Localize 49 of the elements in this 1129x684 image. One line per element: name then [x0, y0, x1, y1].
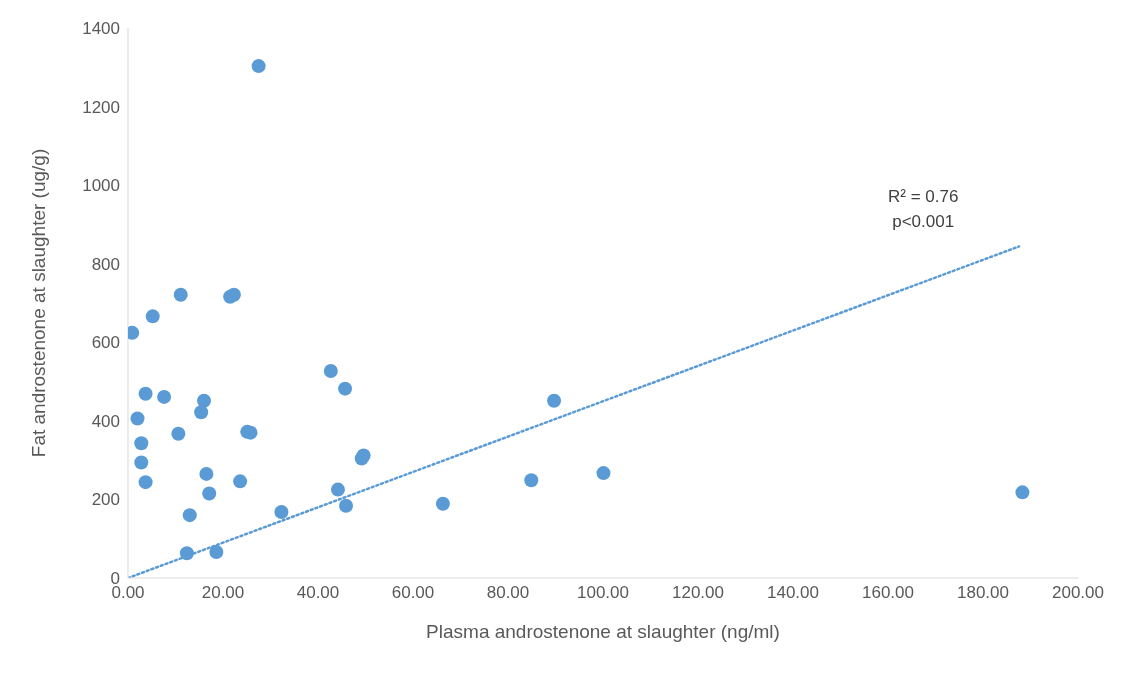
x-tick-label: 120.00: [672, 583, 724, 603]
point: [171, 426, 186, 441]
y-tick-label: 600: [91, 333, 120, 353]
annotation: R² = 0.76: [888, 186, 959, 208]
x-tick-label: 180.00: [957, 583, 1009, 603]
y-tick-label: 200: [91, 490, 120, 510]
x-tick-label: 160.00: [862, 583, 914, 603]
point: [1015, 485, 1030, 500]
point: [233, 474, 248, 489]
point: [339, 498, 354, 513]
point: [173, 287, 188, 302]
x-tick-label: 200.00: [1052, 583, 1104, 603]
point: [547, 393, 562, 408]
point: [179, 546, 194, 561]
point: [194, 405, 209, 420]
point: [323, 363, 338, 378]
point: [202, 486, 217, 501]
point: [134, 455, 149, 470]
point: [209, 545, 224, 560]
y-tick-label: 800: [91, 254, 120, 274]
point: [596, 466, 611, 481]
point: [157, 389, 172, 404]
point: [134, 436, 149, 451]
point: [274, 505, 289, 519]
point: [435, 496, 450, 511]
y-tick-label: 1200: [82, 97, 120, 117]
point: [524, 473, 539, 488]
point: [130, 411, 145, 426]
x-tick-label: 140.00: [767, 583, 819, 603]
point: [145, 309, 160, 324]
point: [338, 381, 353, 396]
y-tick-label: 1400: [82, 19, 120, 39]
y-tick-label: 1000: [82, 176, 120, 196]
x-tick-label: 60.00: [391, 583, 435, 603]
annotation: p<0.001: [891, 211, 956, 233]
x-tick-label: 20.00: [201, 583, 245, 603]
x-tick-label: 100.00: [577, 583, 629, 603]
point: [138, 386, 153, 401]
point: [182, 508, 197, 523]
y-axis-title: Fat androstenone at slaughter (ug/g): [27, 148, 49, 458]
point: [330, 482, 345, 497]
x-tick-label: 80.00: [486, 583, 530, 603]
point: [199, 466, 214, 481]
x-tick-label: 40.00: [296, 583, 340, 603]
point: [251, 59, 266, 74]
point: [197, 393, 211, 408]
x-axis-title: Plasma androstenone at slaughter (ng/ml): [426, 621, 780, 642]
point: [138, 475, 153, 490]
y-tick-label: 400: [91, 411, 120, 431]
